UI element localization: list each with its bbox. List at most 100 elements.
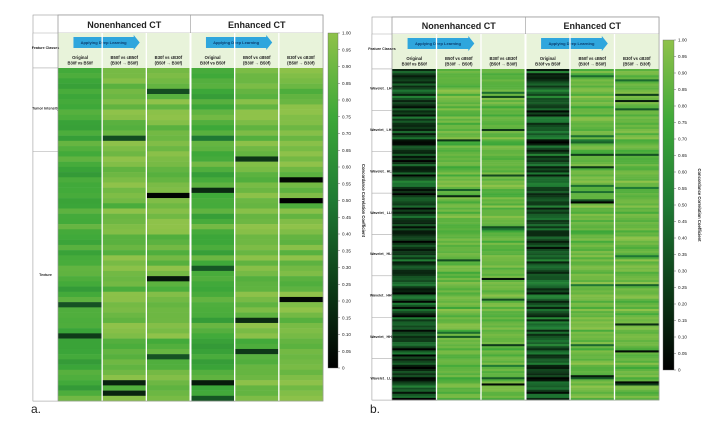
heat-cell	[525, 273, 571, 277]
heat-cell	[436, 114, 482, 117]
heat-cell	[481, 122, 526, 126]
heat-cell	[570, 108, 615, 111]
heat-cell	[525, 81, 571, 84]
heat-cell	[614, 116, 660, 119]
heat-cell	[146, 78, 191, 84]
heat-cell	[392, 319, 437, 322]
heat-cell	[278, 68, 324, 74]
heat-cell	[58, 224, 103, 230]
heat-cell	[278, 270, 324, 277]
heat-cell	[278, 374, 324, 381]
heat-cell	[525, 246, 571, 250]
heat-cell	[436, 284, 482, 287]
heat-cell	[190, 286, 235, 292]
heat-cell	[614, 397, 660, 401]
heat-cell	[436, 315, 482, 318]
group-header: Nonenhanced CT	[422, 21, 497, 31]
heat-cell	[614, 356, 660, 359]
heat-cell	[102, 182, 147, 188]
heat-cell	[146, 317, 191, 324]
heat-cell	[392, 395, 437, 399]
heat-cell	[146, 302, 191, 308]
heat-cell	[570, 122, 615, 126]
heat-cell	[392, 323, 437, 326]
colorbar-tick-label: 0.90	[678, 71, 687, 76]
heat-cell	[190, 296, 235, 303]
heat-cell	[525, 135, 571, 138]
heat-cell	[146, 140, 191, 147]
heat-cell	[278, 395, 324, 402]
heat-cell	[614, 383, 660, 386]
heat-cell	[58, 307, 103, 313]
heat-cell	[570, 236, 615, 239]
column-label-line2: (B30f → B50f)	[243, 61, 271, 66]
heat-cell	[614, 71, 660, 74]
column-label-line1: B30f vs cB30f	[155, 55, 183, 60]
heat-cell	[614, 395, 660, 399]
heat-cell	[392, 106, 437, 109]
heat-cell	[278, 322, 324, 329]
colorbar-tick-label: 0.65	[678, 153, 687, 158]
heat-cell	[570, 153, 615, 157]
heat-cell	[146, 68, 191, 74]
colorbar-tick-label: 0.35	[678, 252, 687, 257]
heat-cell	[481, 354, 526, 357]
heat-cell	[570, 273, 615, 277]
heat-cell	[278, 94, 324, 100]
heat-cell	[570, 321, 615, 324]
heat-cell	[146, 104, 191, 110]
heat-cell	[190, 83, 235, 90]
heat-cell	[278, 317, 324, 324]
heat-cell	[234, 73, 280, 79]
heat-cell	[525, 302, 571, 306]
heat-cell	[525, 180, 571, 184]
heat-cell	[392, 265, 437, 268]
heat-cell	[146, 146, 191, 152]
heat-cell	[146, 390, 191, 397]
deep-learning-arrow	[407, 36, 475, 51]
heat-cell	[481, 358, 526, 361]
heat-cell	[58, 203, 103, 209]
colorbar-tick-label: 0.15	[342, 315, 351, 320]
heat-cell	[436, 311, 482, 314]
heat-cell	[58, 229, 103, 235]
column-label-line2: B30f vs B50f	[200, 61, 226, 66]
heat-cell	[570, 207, 615, 210]
heat-cell	[614, 69, 660, 72]
heat-cell	[436, 199, 482, 202]
heat-cell	[436, 292, 482, 295]
heat-cell	[278, 296, 324, 303]
heat-cell	[102, 109, 147, 116]
heat-cell	[436, 95, 482, 99]
heat-cell	[146, 135, 191, 142]
heat-cell	[570, 133, 615, 136]
heat-cell	[392, 116, 437, 119]
heat-cell	[525, 178, 571, 181]
heat-cell	[58, 140, 103, 147]
colorbar-tick-label: 0.50	[678, 203, 687, 208]
heat-cell	[234, 218, 280, 225]
heat-cell	[436, 207, 482, 210]
heat-cell	[614, 139, 660, 142]
heat-cell	[614, 128, 660, 132]
heat-cell	[436, 110, 482, 113]
heat-cell	[234, 322, 280, 329]
heat-cell	[570, 362, 615, 366]
heat-cell	[570, 91, 615, 95]
heat-cell	[102, 338, 147, 345]
heat-cell	[614, 168, 660, 171]
heat-cell	[392, 71, 437, 74]
column-label-line1: B30f vs cB30f	[623, 56, 651, 61]
column-label-line1: B30f vs cB30f	[287, 55, 315, 60]
heat-cell	[481, 397, 526, 401]
heat-cell	[481, 104, 526, 107]
heat-cell	[102, 135, 147, 142]
heat-cell	[570, 100, 615, 103]
heat-cell	[481, 168, 526, 171]
heat-cell	[525, 397, 571, 401]
heat-cell	[436, 180, 482, 184]
heat-cell	[278, 99, 324, 105]
heat-cell	[436, 335, 482, 339]
heat-cell	[392, 317, 437, 320]
heat-cell	[436, 188, 482, 192]
